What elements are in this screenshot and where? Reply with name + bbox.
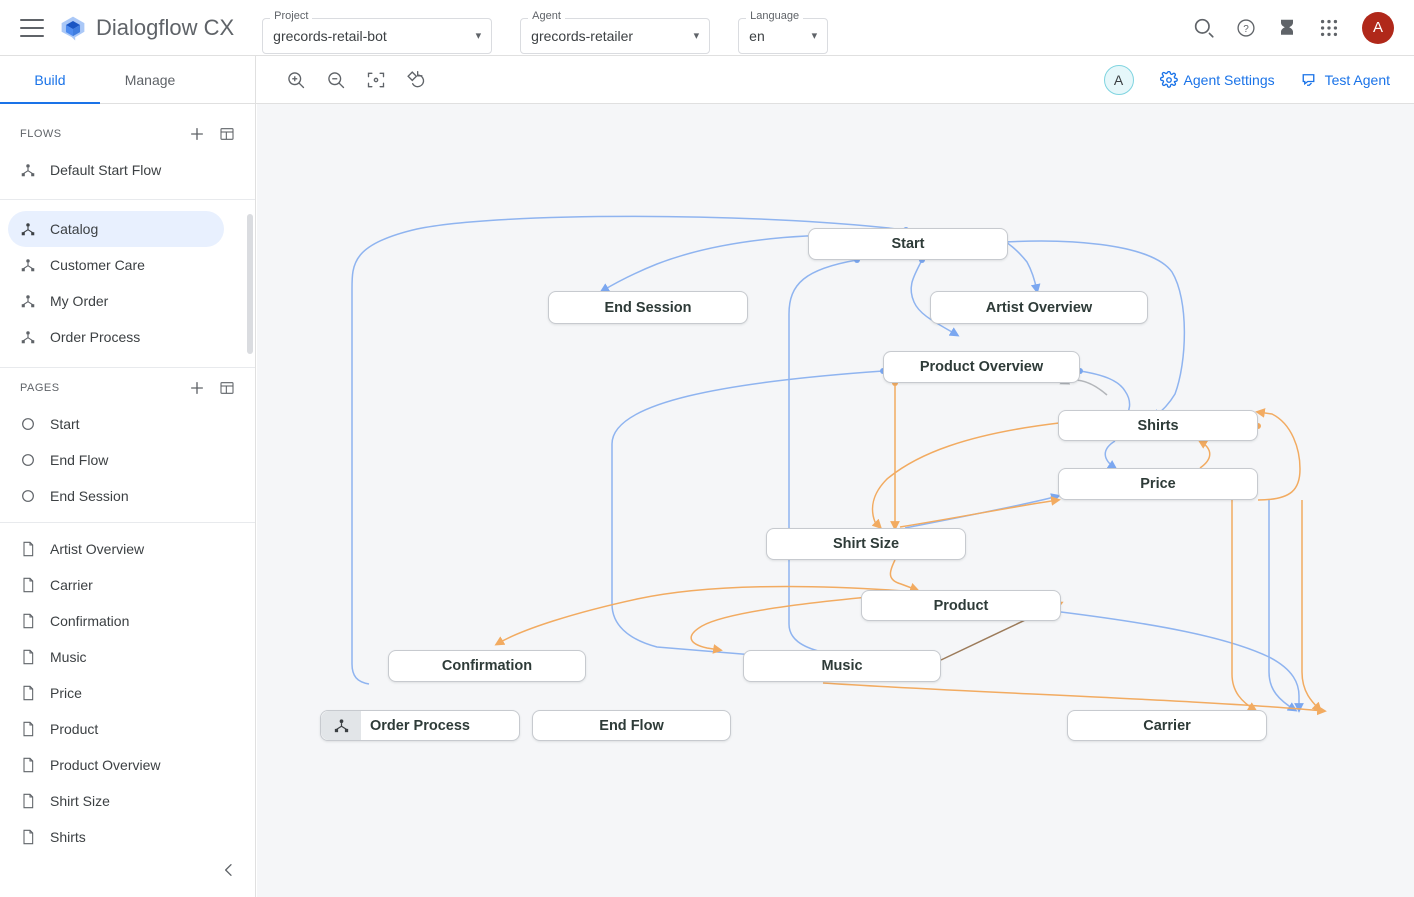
svg-text:?: ?	[1243, 23, 1249, 34]
